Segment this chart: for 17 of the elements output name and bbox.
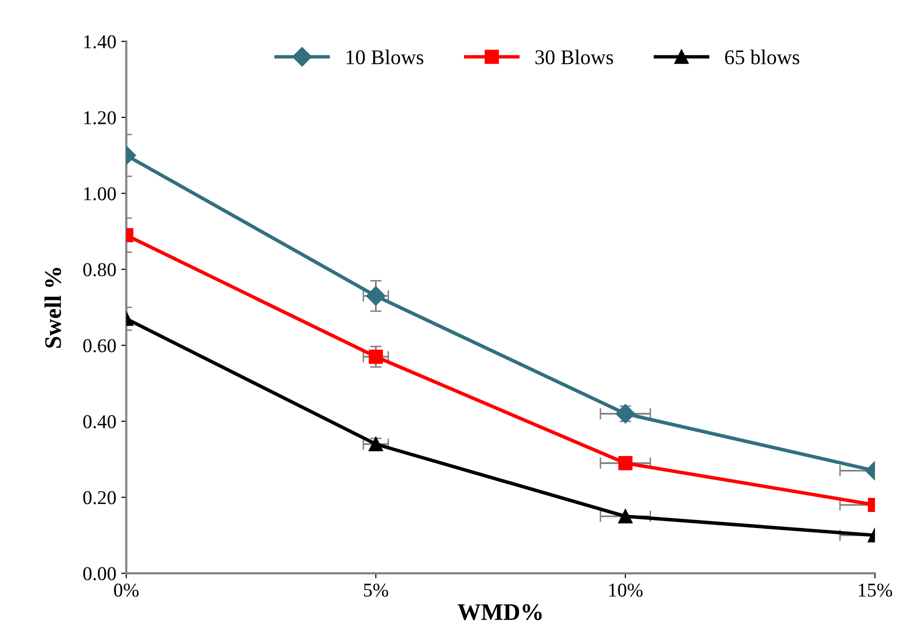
y-tick-label: 0.00 <box>83 567 116 580</box>
y-tick-label: 1.20 <box>84 111 116 124</box>
y-tick-label: 0.40 <box>83 415 116 428</box>
y-axis-title: Swell % <box>44 268 62 348</box>
y-tick-label: 1.00 <box>84 187 116 200</box>
y-tick-label: 1.40 <box>84 35 116 48</box>
y-tick-label: 0.20 <box>83 491 116 504</box>
x-tick-label: 5% <box>364 584 388 597</box>
y-tick-label: 0.60 <box>83 339 116 352</box>
legend-label: 10 Blows <box>346 50 424 64</box>
x-tick-label: 0% <box>114 584 139 597</box>
legend-label: 65 blows <box>725 50 800 64</box>
legend-label: 30 Blows <box>536 50 614 64</box>
x-tick-label: 10% <box>609 584 643 597</box>
y-tick-label: 0.80 <box>83 263 116 276</box>
x-tick-label: 15% <box>858 584 892 597</box>
x-axis-title: WMD% <box>458 604 542 620</box>
